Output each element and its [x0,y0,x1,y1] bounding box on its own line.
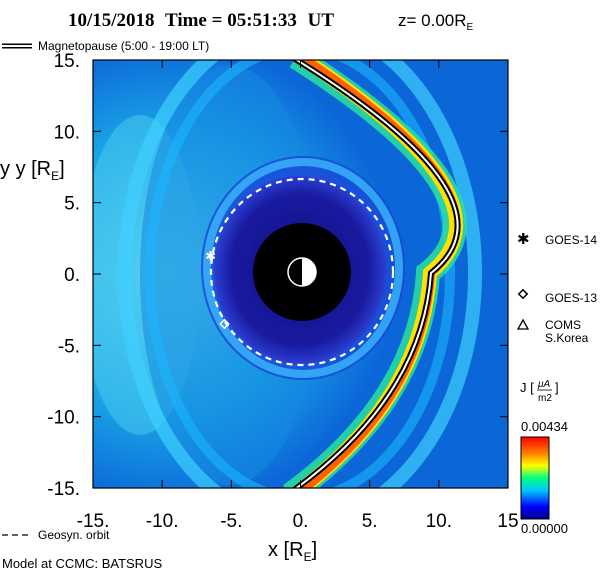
x-tick-label: -10. [146,511,179,532]
x-tick-label: -15. [77,511,110,532]
goes13-legend-label: GOES-13 [545,291,597,305]
colorbar-unit-den: m2 [538,393,552,404]
y-tick-label: -10. [47,408,80,429]
x-ticks: -15. -10. -5. 0. 5. 10. 15 [77,60,519,532]
y-tick-label: -15. [47,479,80,500]
satellite-legend: ✱ GOES-14 GOES-13 COMS S.Korea [516,231,597,345]
goes14-legend-label: GOES-14 [545,233,597,247]
y-tick-label: 5. [64,194,80,215]
y-tick-label: -5. [58,336,80,357]
x-tick-label: 5. [362,511,378,532]
colorbar-min: 0.00000 [521,521,568,536]
x-tick-label: 0. [293,511,309,532]
colorbar: J [ μA m2 ] 0.00434 0.00000 [520,379,568,536]
x-tick-label: -5. [220,511,242,532]
coms-legend-label: COMS [545,318,581,332]
colorbar-unit-num: μA [537,379,550,390]
goes13-marker [219,318,230,330]
coms-legend-icon [516,318,530,330]
colorbar-label: J [ [520,380,534,395]
svg-text:]: ] [555,380,559,395]
goes13-legend-icon [517,288,529,300]
magnetopause-legend-label: Magnetopause (5:00 - 19:00 LT) [38,39,209,53]
y-tick-label: 15. [54,51,80,72]
colorbar-gradient [520,436,550,520]
magnetopause-legend: Magnetopause (5:00 - 19:00 LT) [2,39,209,53]
goes14-legend-icon: ✱ [517,231,530,248]
x-tick-label: 15 [497,511,518,532]
geosyn-legend-label: Geosyn. orbit [38,528,110,542]
x-axis-label: x [RE] [268,539,317,564]
z-label: z= 0.00RE [398,11,474,33]
y-tick-label: 0. [64,265,80,286]
x-tick-label: 10. [426,511,452,532]
geosyn-orbit [209,177,395,367]
coms-legend-sublabel: S.Korea [545,331,589,345]
y-tick-label: 10. [54,122,80,143]
geosyn-legend: Geosyn. orbit [2,528,110,542]
goes14-marker: ✱ [205,248,216,263]
model-footer: Model at CCMC: BATSRUS [2,556,162,571]
y-axis-label: y y [RE] [0,158,65,183]
colorbar-max: 0.00434 [521,419,568,434]
y-ticks: 15. 10. 5. 0. -5. -10. -15. [47,51,508,500]
plot-area: ✱ [93,60,508,488]
plot-title: 10/15/2018 Time = 05:51:33 UT [68,10,334,31]
